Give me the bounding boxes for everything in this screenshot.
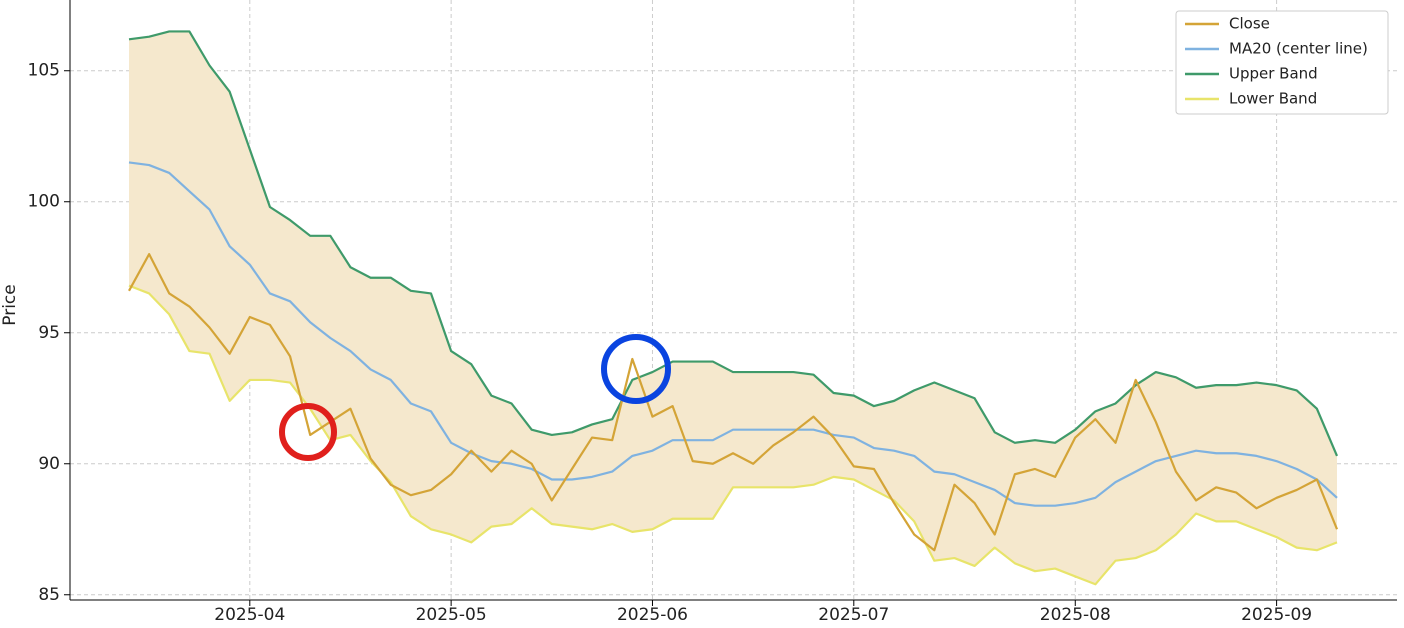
- x-tick-label: 2025-05: [416, 605, 487, 624]
- y-tick-label: 85: [38, 585, 60, 605]
- y-tick-label: 100: [28, 192, 60, 212]
- legend-label: Close: [1229, 15, 1270, 33]
- legend: Close MA20 (center line) Upper Band Lower B…: [1175, 10, 1389, 115]
- x-tick-label: 2025-07: [818, 605, 889, 624]
- highlight-circle: [279, 403, 337, 461]
- y-tick-label: 95: [38, 323, 60, 343]
- y-tick-label: 105: [28, 61, 60, 81]
- legend-label: MA20 (center line): [1229, 40, 1368, 58]
- legend-box: [1175, 10, 1389, 115]
- y-tick-label: 90: [38, 454, 60, 474]
- legend-label: Upper Band: [1229, 65, 1318, 83]
- y-axis-label: Price: [0, 284, 20, 325]
- line: [128, 30, 1339, 457]
- line: [128, 161, 1338, 507]
- x-tick-label: 2025-08: [1040, 605, 1111, 624]
- legend-label: Lower Band: [1229, 90, 1317, 108]
- x-tick-label: 2025-09: [1241, 605, 1312, 624]
- x-tick-label: 2025-04: [214, 605, 285, 624]
- band-fill: [129, 31, 1337, 585]
- x-tick-label: 2025-06: [617, 605, 688, 624]
- highlight-circle: [601, 334, 671, 404]
